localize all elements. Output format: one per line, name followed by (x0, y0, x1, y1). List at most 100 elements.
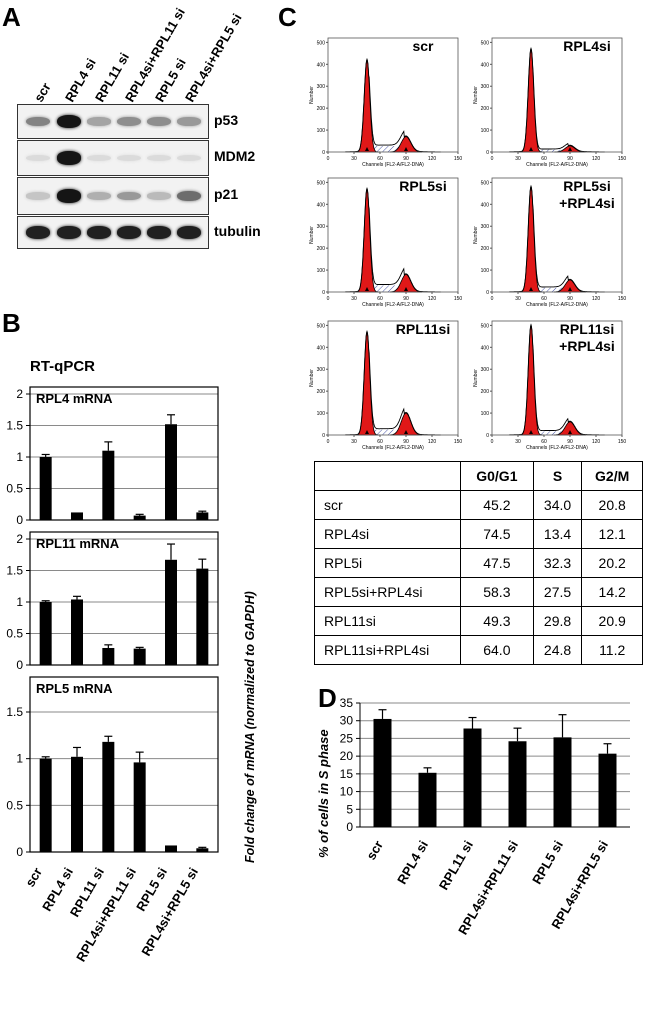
bar (71, 599, 83, 665)
histogram-label: scr (412, 38, 434, 54)
chart-frame (29, 676, 219, 853)
y-tick-label: 10 (340, 785, 354, 799)
y-tick-label: 500 (317, 180, 326, 186)
cell-value: 74.5 (460, 519, 534, 549)
x-axis-label: Channels (FL2-A/FL2-DNA) (526, 445, 588, 451)
bar (553, 737, 572, 827)
plot-frame (491, 177, 623, 293)
y-tick-label: 100 (317, 128, 326, 134)
chart-title: RPL4 mRNA (36, 391, 113, 406)
band (117, 225, 141, 240)
panel-label-a: A (2, 2, 21, 32)
y-tick-label: 1.5 (6, 705, 23, 719)
bar (165, 845, 177, 852)
x-tick-label: 60 (541, 156, 547, 162)
y-tick-label: 200 (481, 106, 490, 112)
fit-envelope (509, 46, 605, 153)
cell-value: 49.3 (460, 606, 534, 636)
y-tick-label: 0 (322, 150, 325, 156)
flow-histogram: 0 30 60 90 120 150 0 100 200 300 400 500 Channels (F… (309, 37, 463, 168)
cell-value: 12.1 (581, 519, 643, 549)
panel-label-b: B (2, 308, 21, 338)
bar (508, 741, 527, 827)
x-tick-label: 150 (454, 296, 463, 302)
y-tick-label: 500 (317, 40, 326, 46)
histogram-label: RPL11si +RPL4si (559, 321, 615, 354)
x-tick-label: 0 (327, 296, 330, 302)
panel-label-c: C (278, 2, 297, 32)
band (57, 114, 81, 129)
blot-label-p53: p53 (214, 111, 239, 128)
x-tick-label: 60 (541, 296, 547, 302)
x-tick-label: 90 (403, 296, 409, 302)
y-tick-label: 100 (481, 128, 490, 134)
y-tick-label: 0 (486, 433, 489, 439)
band (57, 151, 81, 165)
y-tick-label: 400 (317, 202, 326, 208)
fit-envelope (345, 57, 441, 153)
bar (463, 728, 482, 827)
peak-marker (529, 287, 533, 291)
y-tick-label: 20 (340, 749, 354, 763)
cell-value: 20.8 (581, 490, 643, 520)
lane-label: RPL4si+RPL5 si (182, 10, 245, 105)
cell-value: 13.4 (532, 519, 583, 549)
blot-label-p21: p21 (214, 186, 239, 202)
bar (71, 756, 83, 852)
histogram-label: RPL5si (399, 178, 447, 194)
flow-histogram: 0 30 60 90 120 150 0 100 200 300 400 500 Channels (F… (473, 320, 627, 451)
y-tick-label: 0 (322, 290, 325, 296)
x-tick-label: 150 (618, 156, 627, 162)
y-axis-label: Number (309, 369, 315, 387)
chart-frame (29, 386, 219, 521)
x-tick-label: 90 (403, 439, 409, 445)
x-tick-label: 90 (567, 296, 573, 302)
x-tick-label: 150 (618, 439, 627, 445)
rt-qpcr-title: RT-qPCR (30, 358, 95, 375)
g1-peak (518, 324, 544, 436)
peak-marker (568, 430, 572, 434)
x-tick-label: 150 (454, 439, 463, 445)
histogram-label: RPL4si (563, 38, 611, 54)
cell-value: 14.2 (581, 577, 643, 607)
y-tick-label: 200 (481, 246, 490, 252)
x-axis-label: Channels (FL2-A/FL2-DNA) (362, 162, 424, 168)
row-label: RPL11si (314, 606, 461, 636)
band (87, 117, 111, 126)
qpcr-y-axis-label: Fold change of mRNA (normalized to GAPDH… (243, 591, 257, 863)
x-tick-label: 60 (377, 156, 383, 162)
chart-title: RPL11 mRNA (36, 536, 120, 551)
y-tick-label: 25 (340, 731, 354, 745)
bar (102, 647, 115, 665)
cell-value: 11.2 (581, 635, 643, 665)
blot-p21 (17, 177, 209, 215)
peak-marker (365, 430, 369, 434)
x-tick-label: 0 (491, 156, 494, 162)
x-tick-label: 120 (592, 439, 601, 445)
band (26, 225, 50, 240)
plot-frame (491, 37, 623, 153)
y-tick-label: 500 (481, 180, 490, 186)
band (117, 154, 141, 162)
y-tick-label: 2 (16, 387, 23, 401)
x-tick-label: 120 (428, 156, 437, 162)
cell-value: 20.9 (581, 606, 643, 636)
g1-peak (354, 58, 380, 153)
band (177, 190, 201, 202)
blot-MDM2 (17, 140, 209, 176)
bar (373, 718, 392, 827)
table-row: RPL11si+RPL4si 64.0 24.8 11.2 (314, 635, 643, 665)
x-tick-label: 150 (454, 156, 463, 162)
peak-marker (529, 430, 533, 434)
plot-frame (327, 37, 459, 153)
x-tick-label: 120 (428, 296, 437, 302)
cell-cycle-table: G0/G1 S G2/M scr 45.2 34.0 20.8 RPL4si 74.5 13… (314, 461, 643, 665)
y-tick-label: 500 (481, 40, 490, 46)
x-tick-label: 90 (567, 439, 573, 445)
histogram-label: RPL5si +RPL4si (559, 178, 615, 211)
x-tick-label: 0 (491, 439, 494, 445)
y-tick-label: 100 (481, 268, 490, 274)
rpl11-mrna-chart: 0 0.5 1 1.5 2 RPL11 mRNA (6, 531, 219, 672)
x-tick-label: 60 (377, 439, 383, 445)
x-axis-label: Channels (FL2-A/FL2-DNA) (526, 162, 588, 168)
